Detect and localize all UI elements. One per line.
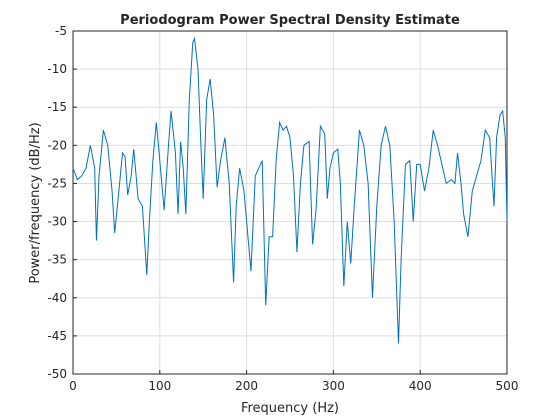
y-axis-label: Power/frequency (dB/Hz) [28,122,43,283]
y-tick-label: -25 [47,176,67,190]
y-tick-label: -50 [47,367,67,381]
y-tick-label: -45 [47,329,67,343]
x-tick-label: 0 [69,379,77,393]
x-tick-label: 500 [496,379,519,393]
y-tick-label: -30 [47,215,67,229]
x-tick-label: 400 [409,379,432,393]
x-axis-label: Frequency (Hz) [241,401,339,416]
y-tick-label: -10 [47,62,67,76]
y-tick-label: -5 [55,24,67,38]
y-tick-label: -20 [47,138,67,152]
psd-line [72,36,508,344]
chart-title: Periodogram Power Spectral Density Estim… [120,13,460,28]
y-tick-label: -35 [47,253,67,267]
x-tick-label: 300 [322,379,345,393]
x-tick-label: 200 [235,379,258,393]
plot-box [72,30,508,375]
x-tick-label: 100 [148,379,171,393]
y-tick-label: -40 [47,291,67,305]
y-tick-label: -15 [47,100,67,114]
